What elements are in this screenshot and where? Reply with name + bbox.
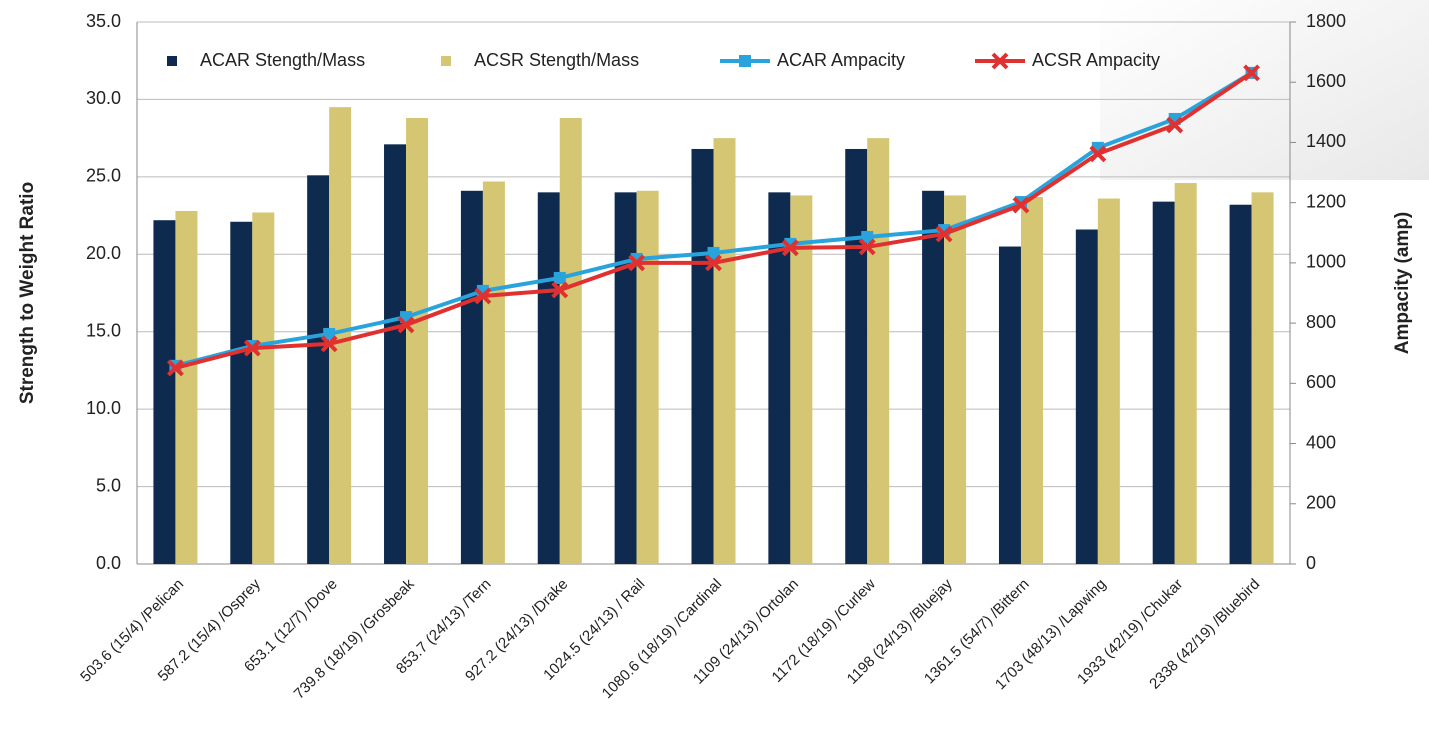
- background: [1100, 0, 1429, 180]
- legend-label: ACAR Ampacity: [777, 50, 905, 70]
- bar: [482, 181, 505, 564]
- bar: [307, 175, 330, 564]
- line-marker: [1166, 116, 1184, 134]
- bar: [384, 144, 407, 564]
- bar: [790, 195, 813, 564]
- legend-label: ACSR Ampacity: [1032, 50, 1160, 70]
- line-marker: [705, 254, 722, 272]
- bar: [1174, 183, 1197, 564]
- line-marker: [323, 327, 336, 340]
- legend-swatch: [441, 56, 451, 66]
- y2-axis-label: Ampacity (amp): [1392, 212, 1413, 355]
- bar: [1229, 204, 1252, 564]
- legend-label: ACAR Stength/Mass: [200, 50, 365, 70]
- y-tick-label: 0.0: [96, 553, 121, 573]
- line-marker: [1012, 196, 1030, 214]
- bar: [867, 138, 890, 564]
- bar: [998, 246, 1021, 565]
- y2-tick-label: 1200: [1306, 191, 1346, 211]
- line-marker: [553, 271, 566, 284]
- bar: [329, 107, 352, 565]
- bar: [406, 118, 429, 565]
- bar: [153, 220, 176, 564]
- line-marker: [167, 359, 184, 377]
- bar: [922, 190, 945, 564]
- y-tick-label: 15.0: [86, 320, 121, 340]
- y2-tick-label: 1800: [1306, 11, 1346, 31]
- line-marker: [707, 246, 720, 259]
- legend-marker: [991, 52, 1009, 70]
- line-marker: [858, 238, 876, 256]
- y-tick-label: 25.0: [86, 166, 121, 186]
- line-marker: [397, 316, 415, 334]
- bar: [175, 210, 198, 564]
- bar: [1097, 198, 1120, 564]
- line-marker: [243, 339, 261, 357]
- y-tick-label: 30.0: [86, 88, 121, 108]
- bar: [460, 190, 483, 564]
- y2-tick-label: 400: [1306, 432, 1336, 452]
- bar: [1075, 229, 1098, 564]
- bar: [713, 138, 736, 564]
- bar: [537, 192, 560, 565]
- bar: [845, 148, 868, 565]
- y2-tick-label: 200: [1306, 493, 1336, 513]
- bar: [252, 212, 275, 564]
- line-marker: [630, 252, 643, 265]
- y-tick-label: 20.0: [86, 243, 121, 263]
- bar: [614, 192, 637, 565]
- bar: [230, 221, 253, 564]
- y2-tick-label: 1000: [1306, 252, 1346, 272]
- y2-tick-label: 800: [1306, 312, 1336, 332]
- y2-tick-label: 1400: [1306, 131, 1346, 151]
- bar: [559, 118, 582, 565]
- line-marker: [474, 287, 492, 305]
- bar: [1152, 201, 1175, 565]
- line-marker: [1089, 145, 1107, 163]
- line-marker: [781, 239, 799, 257]
- legend-marker: [739, 55, 751, 67]
- bar: [768, 192, 791, 565]
- line-marker: [861, 230, 874, 243]
- legend-label: ACSR Stength/Mass: [474, 50, 639, 70]
- bar: [636, 190, 659, 564]
- line-marker: [551, 281, 569, 299]
- bar: [1020, 196, 1043, 564]
- line-marker: [628, 254, 646, 272]
- y-tick-label: 10.0: [86, 398, 121, 418]
- line-marker: [320, 335, 338, 353]
- y2-tick-label: 1600: [1306, 71, 1346, 91]
- bar: [1251, 192, 1274, 565]
- bar: [944, 195, 967, 564]
- y-tick-label: 5.0: [96, 475, 121, 495]
- bar: [691, 148, 714, 565]
- y2-tick-label: 600: [1306, 372, 1336, 392]
- legend-swatch: [167, 56, 177, 66]
- y-axis-label: Strength to Weight Ratio: [17, 182, 38, 404]
- y2-tick-label: 0: [1306, 553, 1316, 573]
- line-marker: [1243, 64, 1260, 82]
- line-marker: [935, 225, 953, 243]
- y-tick-label: 35.0: [86, 11, 121, 31]
